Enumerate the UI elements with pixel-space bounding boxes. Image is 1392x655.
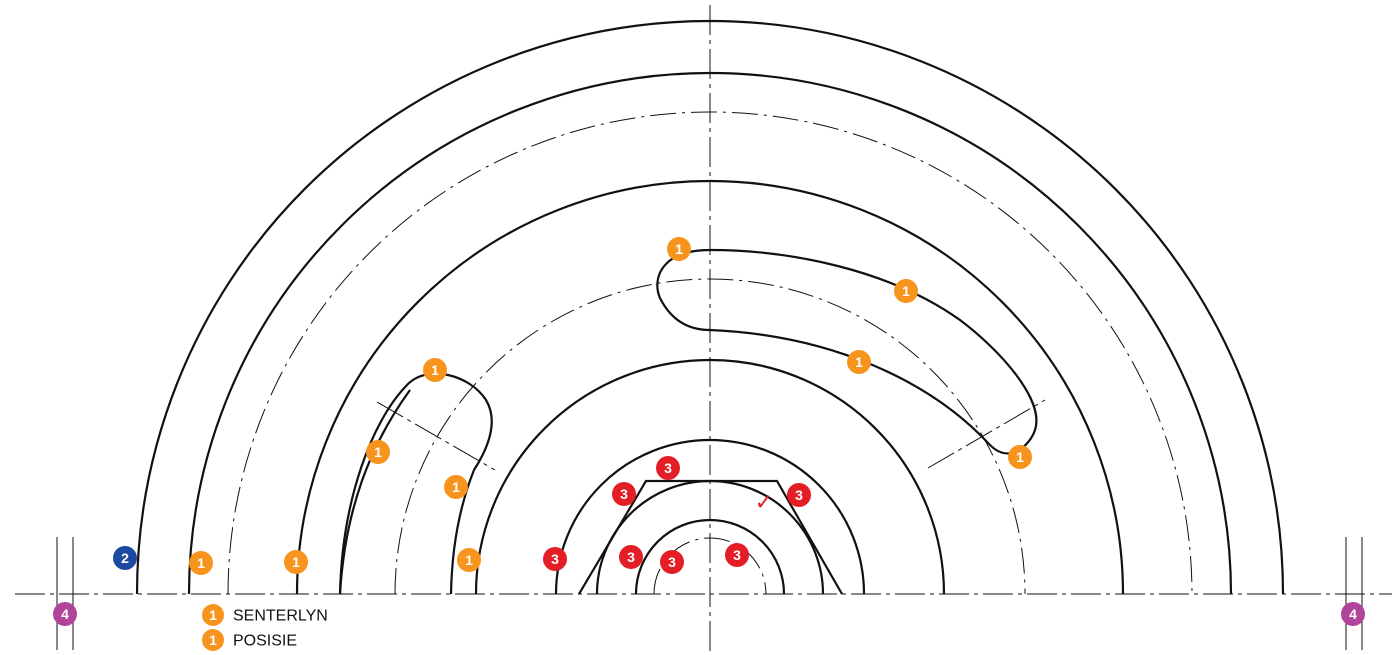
legend-item-posisie: 1 POSISIE — [202, 629, 297, 651]
pitch-circle-outer — [227, 111, 1193, 595]
badge-1-right-inner: 1 — [847, 350, 871, 374]
svg-text:1: 1 — [1016, 449, 1024, 465]
right-slot-centerline — [927, 399, 1046, 469]
inner-dashed-arc — [653, 537, 767, 595]
badge-1-left-slot-inner: 1 — [444, 475, 468, 499]
svg-text:4: 4 — [1349, 606, 1357, 622]
svg-text:2: 2 — [121, 550, 129, 566]
legend-item-senterlyn-label: SENTERLYN — [233, 608, 328, 625]
badge-3-inner-c: 3 — [725, 543, 749, 567]
svg-text:1: 1 — [374, 444, 382, 460]
outer-arc — [135, 19, 1285, 595]
badge-3-hex-left: 3 — [612, 482, 636, 506]
svg-text:1: 1 — [292, 554, 300, 570]
badge-1-top-slot: 1 — [667, 237, 691, 261]
svg-text:3: 3 — [733, 547, 741, 563]
legend: 1 SENTERLYN 1 POSISIE — [202, 604, 328, 651]
svg-text:3: 3 — [795, 487, 803, 503]
badge-1-base-b: 1 — [284, 550, 308, 574]
left-slot-centerline — [376, 401, 496, 471]
pitch-circle-slot — [394, 278, 1026, 595]
left-slot-inner-line — [338, 389, 411, 595]
badge-3-hex-right: 3 — [787, 483, 811, 507]
badge-1-base-c: 1 — [457, 548, 481, 572]
legend-item-senterlyn-number: 1 — [209, 607, 217, 623]
badge-4-right: 4 — [1341, 602, 1365, 626]
svg-text:1: 1 — [855, 354, 863, 370]
legend-item-posisie-label: POSISIE — [233, 633, 297, 650]
legend-item-senterlyn: 1 SENTERLYN — [202, 604, 328, 626]
badge-3-hub-left: 3 — [543, 547, 567, 571]
badge-2: 2 — [113, 546, 137, 570]
legend-item-posisie-number: 1 — [209, 632, 217, 648]
left-slot — [338, 372, 493, 595]
svg-text:1: 1 — [675, 241, 683, 257]
svg-text:1: 1 — [902, 283, 910, 299]
svg-text:3: 3 — [664, 460, 672, 476]
badge-1-right-end: 1 — [1008, 445, 1032, 469]
svg-text:1: 1 — [431, 362, 439, 378]
badge-1-right-outer: 1 — [894, 279, 918, 303]
svg-text:3: 3 — [668, 554, 676, 570]
badge-1-base-a: 1 — [189, 551, 213, 575]
third-arc — [295, 179, 1125, 595]
badge-3-inner-a: 3 — [619, 545, 643, 569]
badge-4-left: 4 — [53, 602, 77, 626]
badge-3-hex-top: 3 — [656, 456, 680, 480]
svg-text:3: 3 — [551, 551, 559, 567]
second-arc — [187, 71, 1233, 595]
svg-text:3: 3 — [627, 549, 635, 565]
svg-text:3: 3 — [620, 486, 628, 502]
svg-text:1: 1 — [452, 479, 460, 495]
inner-arc — [634, 518, 786, 595]
badge-1-left-slot-top: 1 — [423, 358, 447, 382]
fourth-arc — [474, 358, 946, 595]
svg-text:4: 4 — [61, 606, 69, 622]
badge-1-left-slot-outer: 1 — [366, 440, 390, 464]
right-slot — [656, 248, 1038, 455]
svg-text:1: 1 — [465, 552, 473, 568]
badge-3-inner-b: 3 — [660, 550, 684, 574]
hub-arc — [554, 438, 866, 595]
svg-text:1: 1 — [197, 555, 205, 571]
hexagon-outline — [578, 479, 843, 595]
check-mark-icon: ✓ — [755, 491, 773, 516]
